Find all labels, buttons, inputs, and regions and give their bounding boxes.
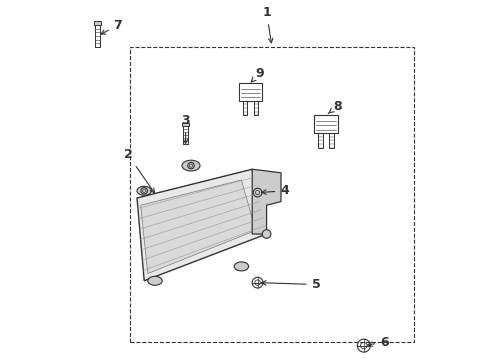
Text: 5: 5 (262, 278, 320, 291)
Ellipse shape (137, 186, 151, 195)
Circle shape (262, 230, 271, 238)
Bar (254, 101, 258, 115)
Text: 9: 9 (251, 67, 264, 82)
Ellipse shape (148, 276, 162, 285)
Bar (243, 101, 247, 115)
Text: 3: 3 (181, 114, 190, 144)
Ellipse shape (234, 262, 248, 271)
Bar (95, 25, 99, 47)
Bar (130, 47, 414, 342)
Text: 2: 2 (123, 148, 154, 193)
Bar (94, 21, 101, 25)
Polygon shape (252, 169, 281, 234)
Polygon shape (137, 169, 267, 281)
Ellipse shape (182, 160, 200, 171)
Polygon shape (141, 180, 256, 274)
Bar (318, 133, 323, 148)
Bar (182, 123, 189, 126)
Bar (183, 126, 188, 144)
Text: 7: 7 (101, 19, 122, 34)
Bar (314, 115, 338, 133)
Bar (239, 83, 262, 101)
Text: 1: 1 (262, 6, 273, 43)
Text: 8: 8 (328, 100, 342, 113)
Text: 6: 6 (368, 336, 389, 348)
Bar (329, 133, 334, 148)
Text: 4: 4 (262, 184, 289, 197)
